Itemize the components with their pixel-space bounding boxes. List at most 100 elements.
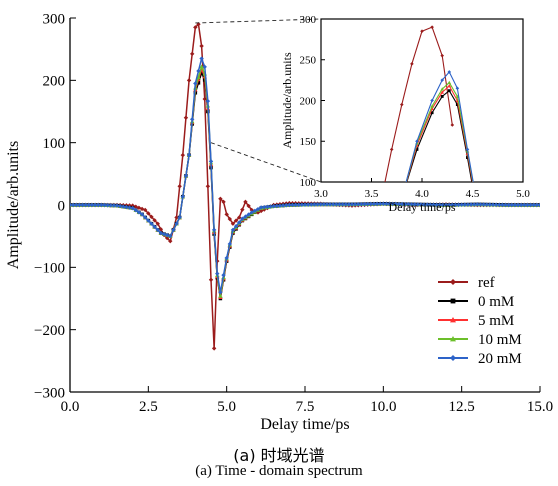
main-point-20-mm [227, 241, 232, 247]
main-point-20-mm [262, 204, 267, 210]
caption-english: (a) Time - domain spectrum [195, 463, 363, 479]
main-point-20-mm [296, 202, 301, 208]
inset-point-ref [450, 123, 455, 127]
main-point-20-mm [399, 201, 405, 207]
main-point-20-mm [531, 202, 536, 208]
main-point-20-mm [503, 202, 508, 208]
main-point-ref [227, 216, 232, 222]
main-point-20-mm [86, 202, 91, 208]
main-point-20-mm [108, 203, 113, 208]
main-x-tick-label: 5.0 [217, 399, 236, 415]
main-point-20-mm [80, 202, 85, 208]
main-point-20-mm [481, 202, 486, 207]
main-point-ref [246, 203, 251, 209]
main-point-20-mm [92, 202, 98, 208]
main-point-20-mm [472, 202, 477, 207]
legend-marker-20-mm [450, 355, 456, 361]
main-point-ref [218, 196, 223, 201]
main-point-20-mm [371, 201, 377, 207]
inset-point-ref [389, 147, 394, 152]
main-point-20-mm [143, 215, 148, 220]
main-point-20-mm [321, 202, 326, 207]
main-point-20-mm [396, 201, 402, 207]
main-point-20-mm [515, 202, 521, 208]
main-point-20-mm [434, 202, 439, 208]
legend-marker-ref [450, 279, 456, 285]
main-point-20-mm [387, 201, 392, 207]
inset-point-0-mm [455, 103, 459, 107]
inset-point-10-mm [440, 87, 444, 91]
inset-point-ref [365, 245, 369, 249]
main-point-20-mm [456, 202, 461, 207]
main-point-20-mm [102, 202, 107, 208]
legend-label-5-mm: 5 mM [478, 313, 514, 329]
main-point-20-mm [349, 202, 355, 207]
main-point-20-mm [519, 202, 524, 208]
main-point-20-mm [127, 205, 132, 210]
main-point-20-mm [139, 212, 145, 217]
main-point-20-mm [152, 224, 157, 230]
legend-marker-5-mm [450, 317, 456, 323]
main-point-20-mm [117, 203, 123, 209]
inset-point-0-mm [447, 89, 451, 93]
main-point-ref [199, 43, 204, 49]
main-point-20-mm [315, 202, 320, 207]
main-point-20-mm [121, 204, 126, 209]
inset-x-tick-label: 3.5 [365, 188, 379, 200]
main-point-20-mm [412, 202, 417, 207]
main-point-20-mm [99, 202, 104, 208]
main-point-20-mm [337, 202, 342, 207]
main-point-20-mm [340, 202, 345, 207]
main-y-tick-label: 200 [43, 74, 66, 90]
main-point-ref [202, 96, 207, 102]
inset-x-axis-label: Delay time/ps [389, 200, 456, 214]
main-point-20-mm [403, 201, 408, 207]
inset-point-5-mm [447, 84, 452, 88]
main-point-20-mm [196, 68, 201, 74]
inset-y-axis-label: Amplitude/arb.units [280, 52, 294, 149]
main-point-20-mm [280, 203, 286, 208]
main-point-20-mm [512, 202, 518, 208]
main-point-20-mm [224, 255, 229, 261]
main-x-tick-label: 7.5 [296, 399, 315, 415]
main-x-tick-label: 15.0 [527, 399, 553, 415]
main-point-20-mm [362, 201, 367, 207]
main-point-20-mm [164, 232, 170, 238]
legend-label-10-mm: 10 mM [478, 332, 522, 348]
main-point-ref [221, 199, 226, 205]
inset-point-10-mm [447, 80, 452, 85]
main-point-20-mm [77, 202, 82, 208]
main-point-20-mm [465, 202, 471, 207]
main-point-20-mm [190, 117, 195, 122]
main-point-20-mm [487, 202, 493, 207]
main-point-20-mm [114, 203, 120, 208]
main-point-20-mm [506, 202, 511, 208]
main-x-tick-label: 0.0 [61, 399, 80, 415]
main-y-tick-label: 0 [58, 198, 66, 214]
inset-point-0-mm [476, 213, 479, 216]
legend-marker-10-mm [450, 336, 456, 342]
main-point-ref [240, 207, 245, 212]
inset-point-20-mm [465, 147, 470, 152]
main-point-20-mm [381, 201, 386, 206]
main-point-20-mm [249, 210, 254, 215]
main-point-ref [149, 214, 154, 220]
main-point-20-mm [406, 202, 411, 207]
main-point-20-mm [368, 201, 373, 207]
main-point-20-mm [537, 202, 540, 208]
main-point-20-mm [168, 233, 173, 239]
main-point-20-mm [161, 231, 167, 237]
main-point-20-mm [284, 203, 289, 208]
main-point-20-mm [425, 202, 430, 207]
inset-frame [320, 18, 524, 183]
main-point-20-mm [525, 202, 530, 208]
main-x-tick-label: 12.5 [449, 399, 475, 415]
main-point-20-mm [208, 159, 214, 164]
zoom-connector-bottom [210, 142, 322, 183]
main-point-20-mm [359, 201, 364, 207]
main-point-20-mm [384, 201, 389, 207]
legend-label-ref: ref [478, 275, 495, 291]
main-point-20-mm [415, 202, 420, 207]
inset-point-ref [350, 278, 354, 282]
